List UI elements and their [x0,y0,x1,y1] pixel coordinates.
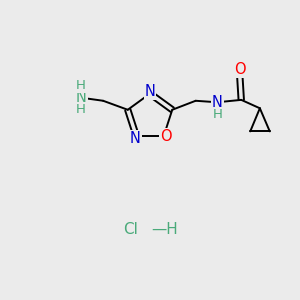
Text: H: H [213,108,223,121]
Text: N: N [145,84,155,99]
Text: O: O [234,62,246,77]
Text: O: O [160,129,171,144]
Text: N: N [76,90,87,105]
Text: Cl: Cl [123,222,138,237]
Text: N: N [130,131,140,146]
Text: —H: —H [152,222,178,237]
Text: H: H [76,103,86,116]
Text: N: N [212,95,223,110]
Text: H: H [76,79,86,92]
